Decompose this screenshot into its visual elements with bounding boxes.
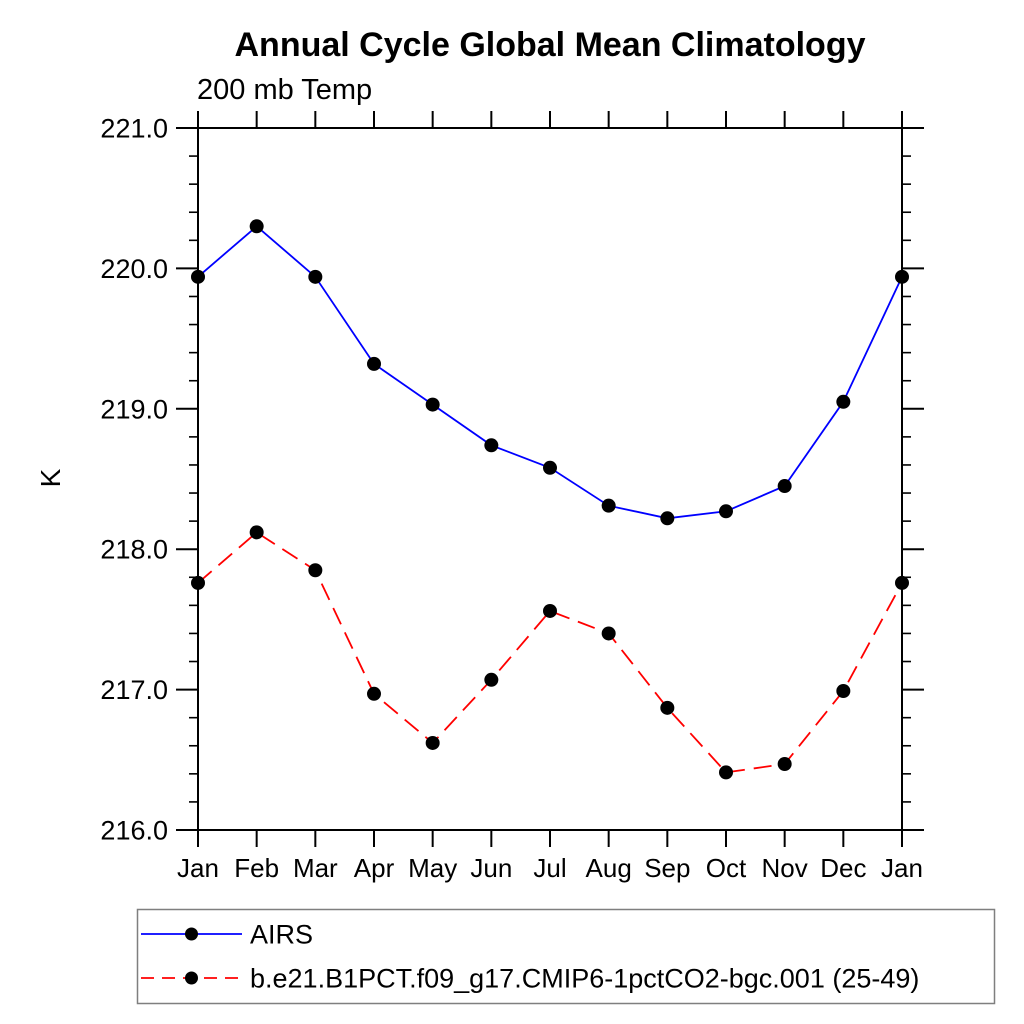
data-point-marker [719, 765, 733, 780]
data-point-marker [484, 672, 499, 687]
y-tick-label: 216.0 [100, 816, 168, 846]
data-point-marker [308, 563, 323, 578]
series-lines [197, 225, 903, 774]
series-markers [191, 219, 909, 780]
y-tick-label: 219.0 [100, 394, 168, 424]
y-axis-label: K [35, 468, 66, 487]
month-label: Jul [533, 853, 566, 883]
month-label: Nov [762, 853, 808, 883]
month-label: Aug [586, 853, 632, 883]
data-point-marker [425, 397, 440, 412]
legend-box [136, 908, 996, 1005]
chart-subtitle: 200 mb Temp [197, 74, 372, 106]
data-point-marker [660, 700, 675, 715]
data-point-marker [660, 511, 675, 526]
plot-frame [197, 127, 903, 831]
chart-title: Annual Cycle Global Mean Climatology [235, 26, 866, 64]
data-point-marker [719, 504, 733, 519]
data-point-marker [367, 686, 381, 701]
axes: 216.0 217.0 218.0 219.0 220.0 221.0 Jan Feb Mar A… [100, 111, 924, 883]
data-point-marker [895, 575, 909, 590]
data-point-marker [601, 498, 616, 513]
data-point-marker [836, 394, 851, 409]
data-point-marker [249, 525, 264, 540]
month-label: Jan [881, 853, 923, 883]
series-line-1 [197, 531, 903, 774]
month-label: Feb [234, 853, 279, 883]
y-tick-label: 220.0 [100, 254, 168, 284]
month-label: Jun [470, 853, 512, 883]
month-label: Oct [706, 853, 747, 883]
legend-marker-0 [185, 927, 198, 941]
month-label: Jan [177, 853, 219, 883]
data-point-marker [308, 269, 323, 284]
data-point-marker [191, 575, 205, 590]
data-point-marker [836, 684, 851, 699]
data-point-marker [601, 626, 616, 641]
data-point-marker [367, 356, 381, 371]
data-point-marker [543, 460, 557, 475]
month-label: Mar [293, 853, 338, 883]
y-tick-label: 217.0 [100, 675, 168, 705]
legend-marker-1 [185, 971, 198, 985]
data-point-marker [895, 269, 909, 284]
data-point-marker [543, 603, 557, 618]
data-point-marker [777, 757, 792, 772]
data-point-marker [425, 735, 440, 750]
month-label: Apr [354, 853, 395, 883]
y-tick-label: 218.0 [100, 535, 168, 565]
month-label: Sep [644, 853, 690, 883]
data-point-marker [484, 438, 499, 453]
legend-label-1: b.e21.B1PCT.f09_g17.CMIP6-1pctCO2-bgc.00… [250, 964, 919, 994]
legend-label-0: AIRS [250, 920, 313, 950]
data-point-marker [191, 269, 205, 284]
data-point-marker [777, 479, 792, 494]
y-tick-label: 221.0 [100, 114, 168, 144]
legend: AIRS b.e21.B1PCT.f09_g17.CMIP6-1pctCO2-bg… [136, 908, 996, 1005]
month-label: Dec [820, 853, 866, 883]
data-point-marker [249, 219, 264, 234]
month-label: May [408, 853, 457, 883]
